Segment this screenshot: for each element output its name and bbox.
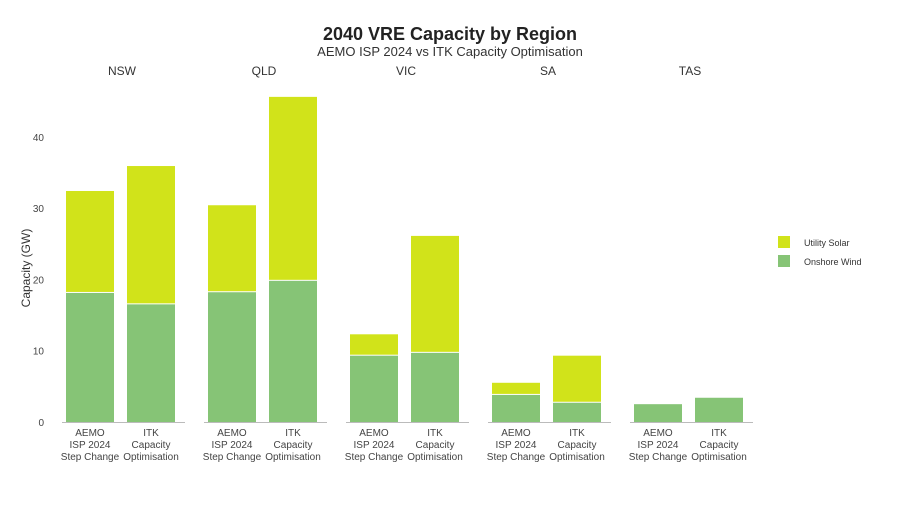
- x-tick-label: AEMO: [643, 428, 673, 439]
- x-tick-label: ITK: [569, 428, 585, 439]
- y-tick-label: 40: [33, 133, 45, 144]
- bar-onshore-wind: [492, 394, 540, 422]
- legend-label: Onshore Wind: [804, 257, 862, 267]
- panel-title-tas: TAS: [679, 64, 701, 78]
- bar-utility-solar: [127, 166, 175, 304]
- bar-onshore-wind: [269, 280, 317, 422]
- y-tick-label: 10: [33, 347, 45, 358]
- bar-utility-solar: [553, 355, 601, 402]
- x-tick-label: Optimisation: [265, 452, 321, 463]
- x-tick-label: Capacity: [274, 440, 313, 451]
- x-tick-label: ISP 2024: [496, 440, 537, 451]
- bar-onshore-wind: [127, 304, 175, 422]
- x-tick-label: Step Change: [61, 452, 120, 463]
- x-tick-label: ISP 2024: [638, 440, 679, 451]
- bar-utility-solar: [411, 235, 459, 352]
- panel-title-vic: VIC: [396, 64, 416, 78]
- chart-title: 2040 VRE Capacity by Region: [323, 24, 577, 44]
- x-tick-label: Step Change: [629, 452, 688, 463]
- x-tick-label: Capacity: [700, 440, 739, 451]
- y-tick-label: 0: [38, 418, 44, 429]
- chart-subtitle: AEMO ISP 2024 vs ITK Capacity Optimisati…: [317, 44, 583, 59]
- bar-onshore-wind: [553, 402, 601, 422]
- x-tick-label: ITK: [711, 428, 727, 439]
- bar-onshore-wind: [411, 352, 459, 422]
- bar-utility-solar: [492, 382, 540, 394]
- x-tick-label: ITK: [427, 428, 443, 439]
- legend-swatch: [778, 236, 790, 248]
- x-tick-label: AEMO: [359, 428, 389, 439]
- x-tick-label: AEMO: [501, 428, 531, 439]
- x-tick-label: ISP 2024: [212, 440, 253, 451]
- bar-onshore-wind: [208, 292, 256, 422]
- y-axis-label: Capacity (GW): [19, 229, 33, 308]
- x-tick-label: Capacity: [558, 440, 597, 451]
- bar-onshore-wind: [634, 404, 682, 422]
- x-tick-label: Step Change: [203, 452, 262, 463]
- bar-utility-solar: [66, 190, 114, 292]
- x-tick-label: AEMO: [75, 428, 105, 439]
- bar-onshore-wind: [66, 292, 114, 422]
- x-tick-label: ISP 2024: [354, 440, 395, 451]
- x-tick-label: AEMO: [217, 428, 247, 439]
- bar-onshore-wind: [350, 355, 398, 422]
- panel-title-qld: QLD: [252, 64, 277, 78]
- x-tick-label: ITK: [143, 428, 159, 439]
- x-tick-label: Step Change: [487, 452, 546, 463]
- bar-utility-solar: [269, 96, 317, 280]
- x-tick-label: Optimisation: [691, 452, 747, 463]
- bar-utility-solar: [208, 205, 256, 292]
- panel-title-sa: SA: [540, 64, 556, 78]
- bar-utility-solar: [350, 334, 398, 355]
- bar-onshore-wind: [695, 397, 743, 422]
- legend-swatch: [778, 255, 790, 267]
- x-tick-label: Capacity: [132, 440, 171, 451]
- legend-label: Utility Solar: [804, 238, 850, 248]
- y-tick-label: 20: [33, 275, 45, 286]
- x-tick-label: Step Change: [345, 452, 404, 463]
- x-tick-label: ISP 2024: [70, 440, 111, 451]
- x-tick-label: ITK: [285, 428, 301, 439]
- x-tick-label: Optimisation: [407, 452, 463, 463]
- x-tick-label: Capacity: [416, 440, 455, 451]
- panel-title-nsw: NSW: [108, 64, 137, 78]
- x-tick-label: Optimisation: [123, 452, 179, 463]
- x-tick-label: Optimisation: [549, 452, 605, 463]
- y-tick-label: 30: [33, 204, 45, 215]
